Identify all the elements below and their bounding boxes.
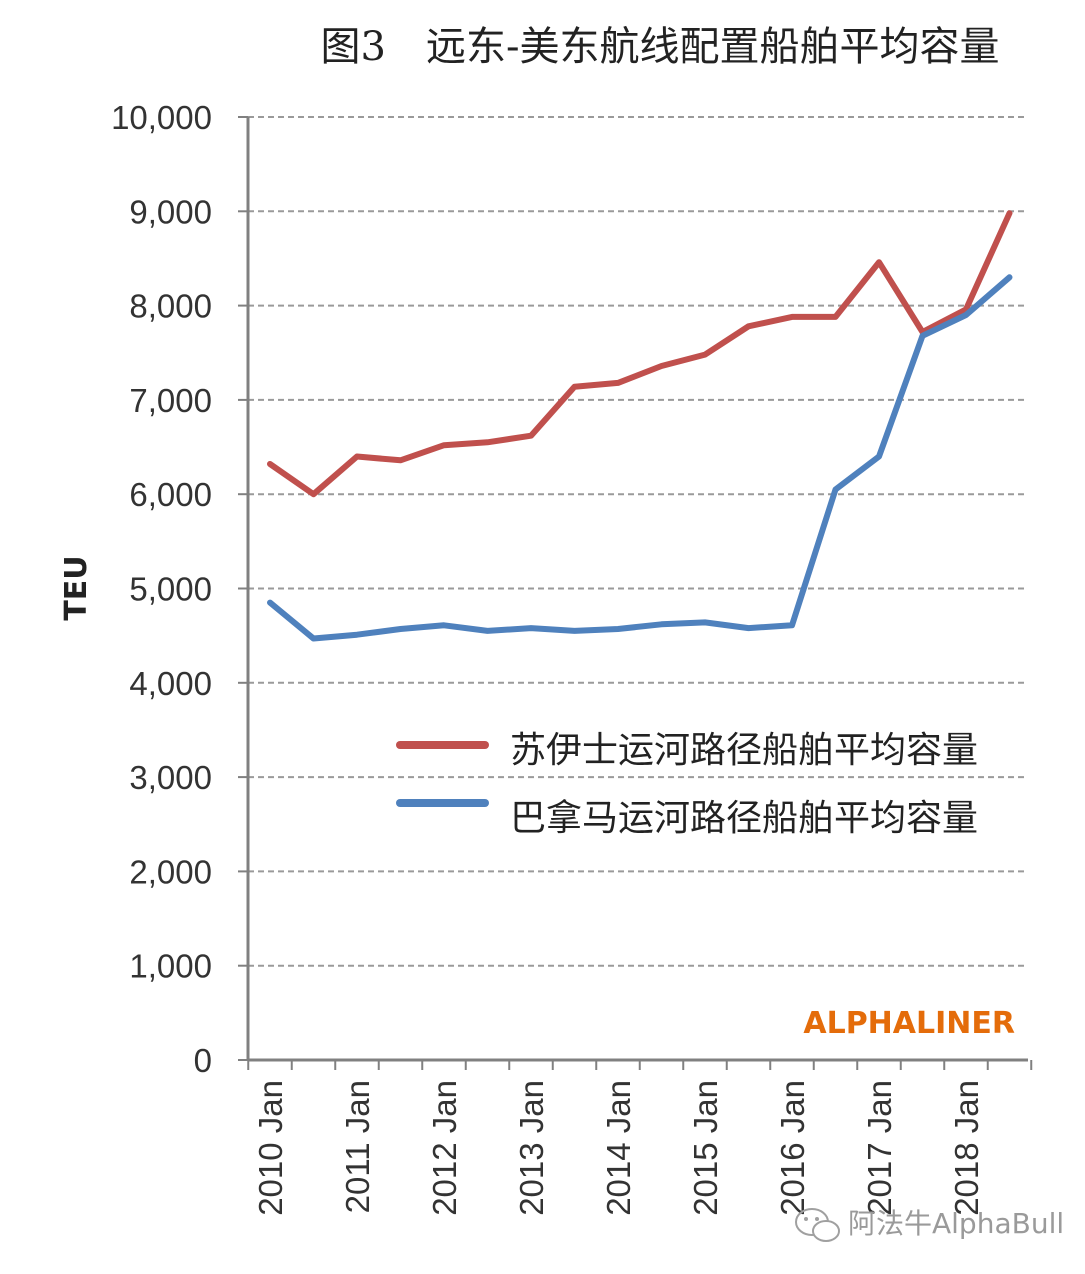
- y-tick-label: 7,000: [129, 382, 212, 419]
- x-axis-ticks: 2010 Jan 2011 Jan 2012 Jan 2013 Jan 2014 Jan…: [247, 1060, 1033, 1216]
- legend-label-suez: 苏伊士运河路径船舶平均容量: [510, 730, 978, 771]
- y-tick-label: 0: [194, 1042, 212, 1079]
- y-tick-label: 5,000: [129, 571, 212, 608]
- y-tick-label: 6,000: [129, 476, 212, 513]
- y-tick-label: 10,000: [111, 99, 212, 136]
- watermark: 阿法牛AlphaBull: [795, 1207, 1064, 1242]
- grid-lines: [248, 116, 1028, 967]
- chart-title: 图3 远东-美东航线配置船舶平均容量: [321, 24, 1000, 70]
- x-tick-label: 2016 Jan: [774, 1080, 811, 1216]
- series-line-suez: [267, 210, 1013, 498]
- y-tick-label: 1,000: [129, 948, 212, 985]
- x-tick-label: 2017 Jan: [861, 1080, 898, 1216]
- x-tick-label: 2018 Jan: [948, 1080, 985, 1216]
- x-tick-label: 2014 Jan: [600, 1080, 637, 1216]
- x-tick-label: 2011 Jan: [339, 1080, 376, 1213]
- y-tick-label: 2,000: [129, 853, 212, 890]
- legend: 苏伊士运河路径船舶平均容量 巴拿马运河路径船舶平均容量: [396, 730, 978, 839]
- series-lines: [267, 210, 1013, 642]
- y-tick-label: 3,000: [129, 759, 212, 796]
- y-axis-label: TEU: [59, 555, 94, 620]
- y-axis-ticks: 0 1,000 2,000 3,000 4,000 5,000 6,000 7,000 8,00…: [111, 99, 248, 1079]
- series-line-panama: [267, 274, 1013, 642]
- x-tick-label: 2010 Jan: [252, 1080, 289, 1216]
- x-tick-label: 2015 Jan: [687, 1080, 724, 1216]
- source-label: ALPHALINER: [803, 1006, 1015, 1041]
- x-tick-label: 2013 Jan: [513, 1080, 550, 1216]
- legend-label-panama: 巴拿马运河路径船舶平均容量: [510, 798, 978, 839]
- y-tick-label: 9,000: [129, 193, 212, 230]
- x-tick-label: 2012 Jan: [426, 1080, 463, 1216]
- y-tick-label: 4,000: [129, 665, 212, 702]
- watermark-text: 阿法牛AlphaBull: [848, 1207, 1064, 1240]
- y-tick-label: 8,000: [129, 288, 212, 325]
- wechat-icon: [795, 1208, 840, 1242]
